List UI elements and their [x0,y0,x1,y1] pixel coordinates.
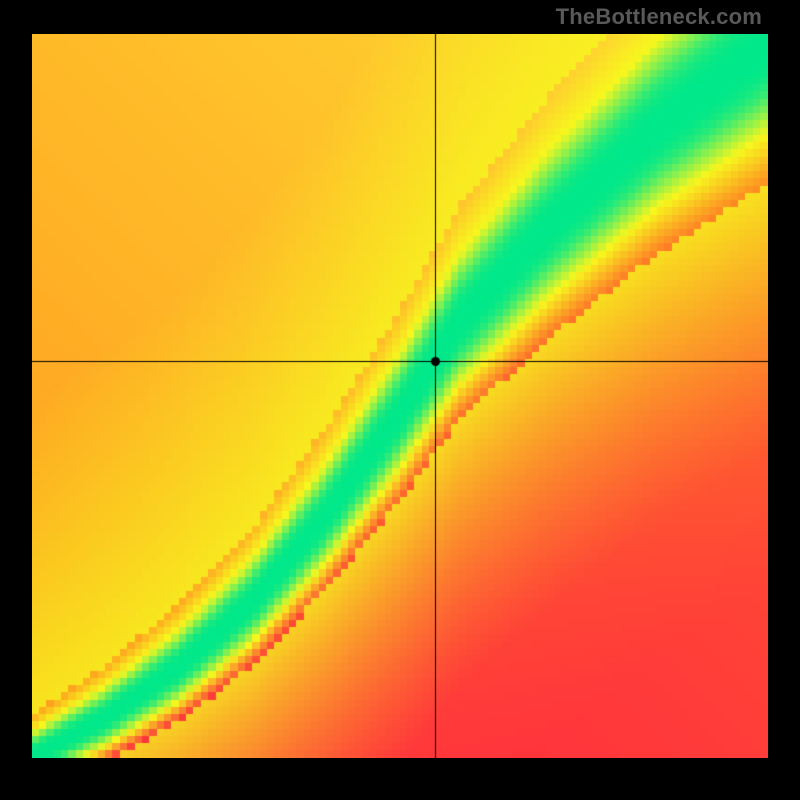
chart-frame: TheBottleneck.com [0,0,800,800]
crosshair-overlay [32,34,768,758]
watermark-text: TheBottleneck.com [556,4,762,30]
